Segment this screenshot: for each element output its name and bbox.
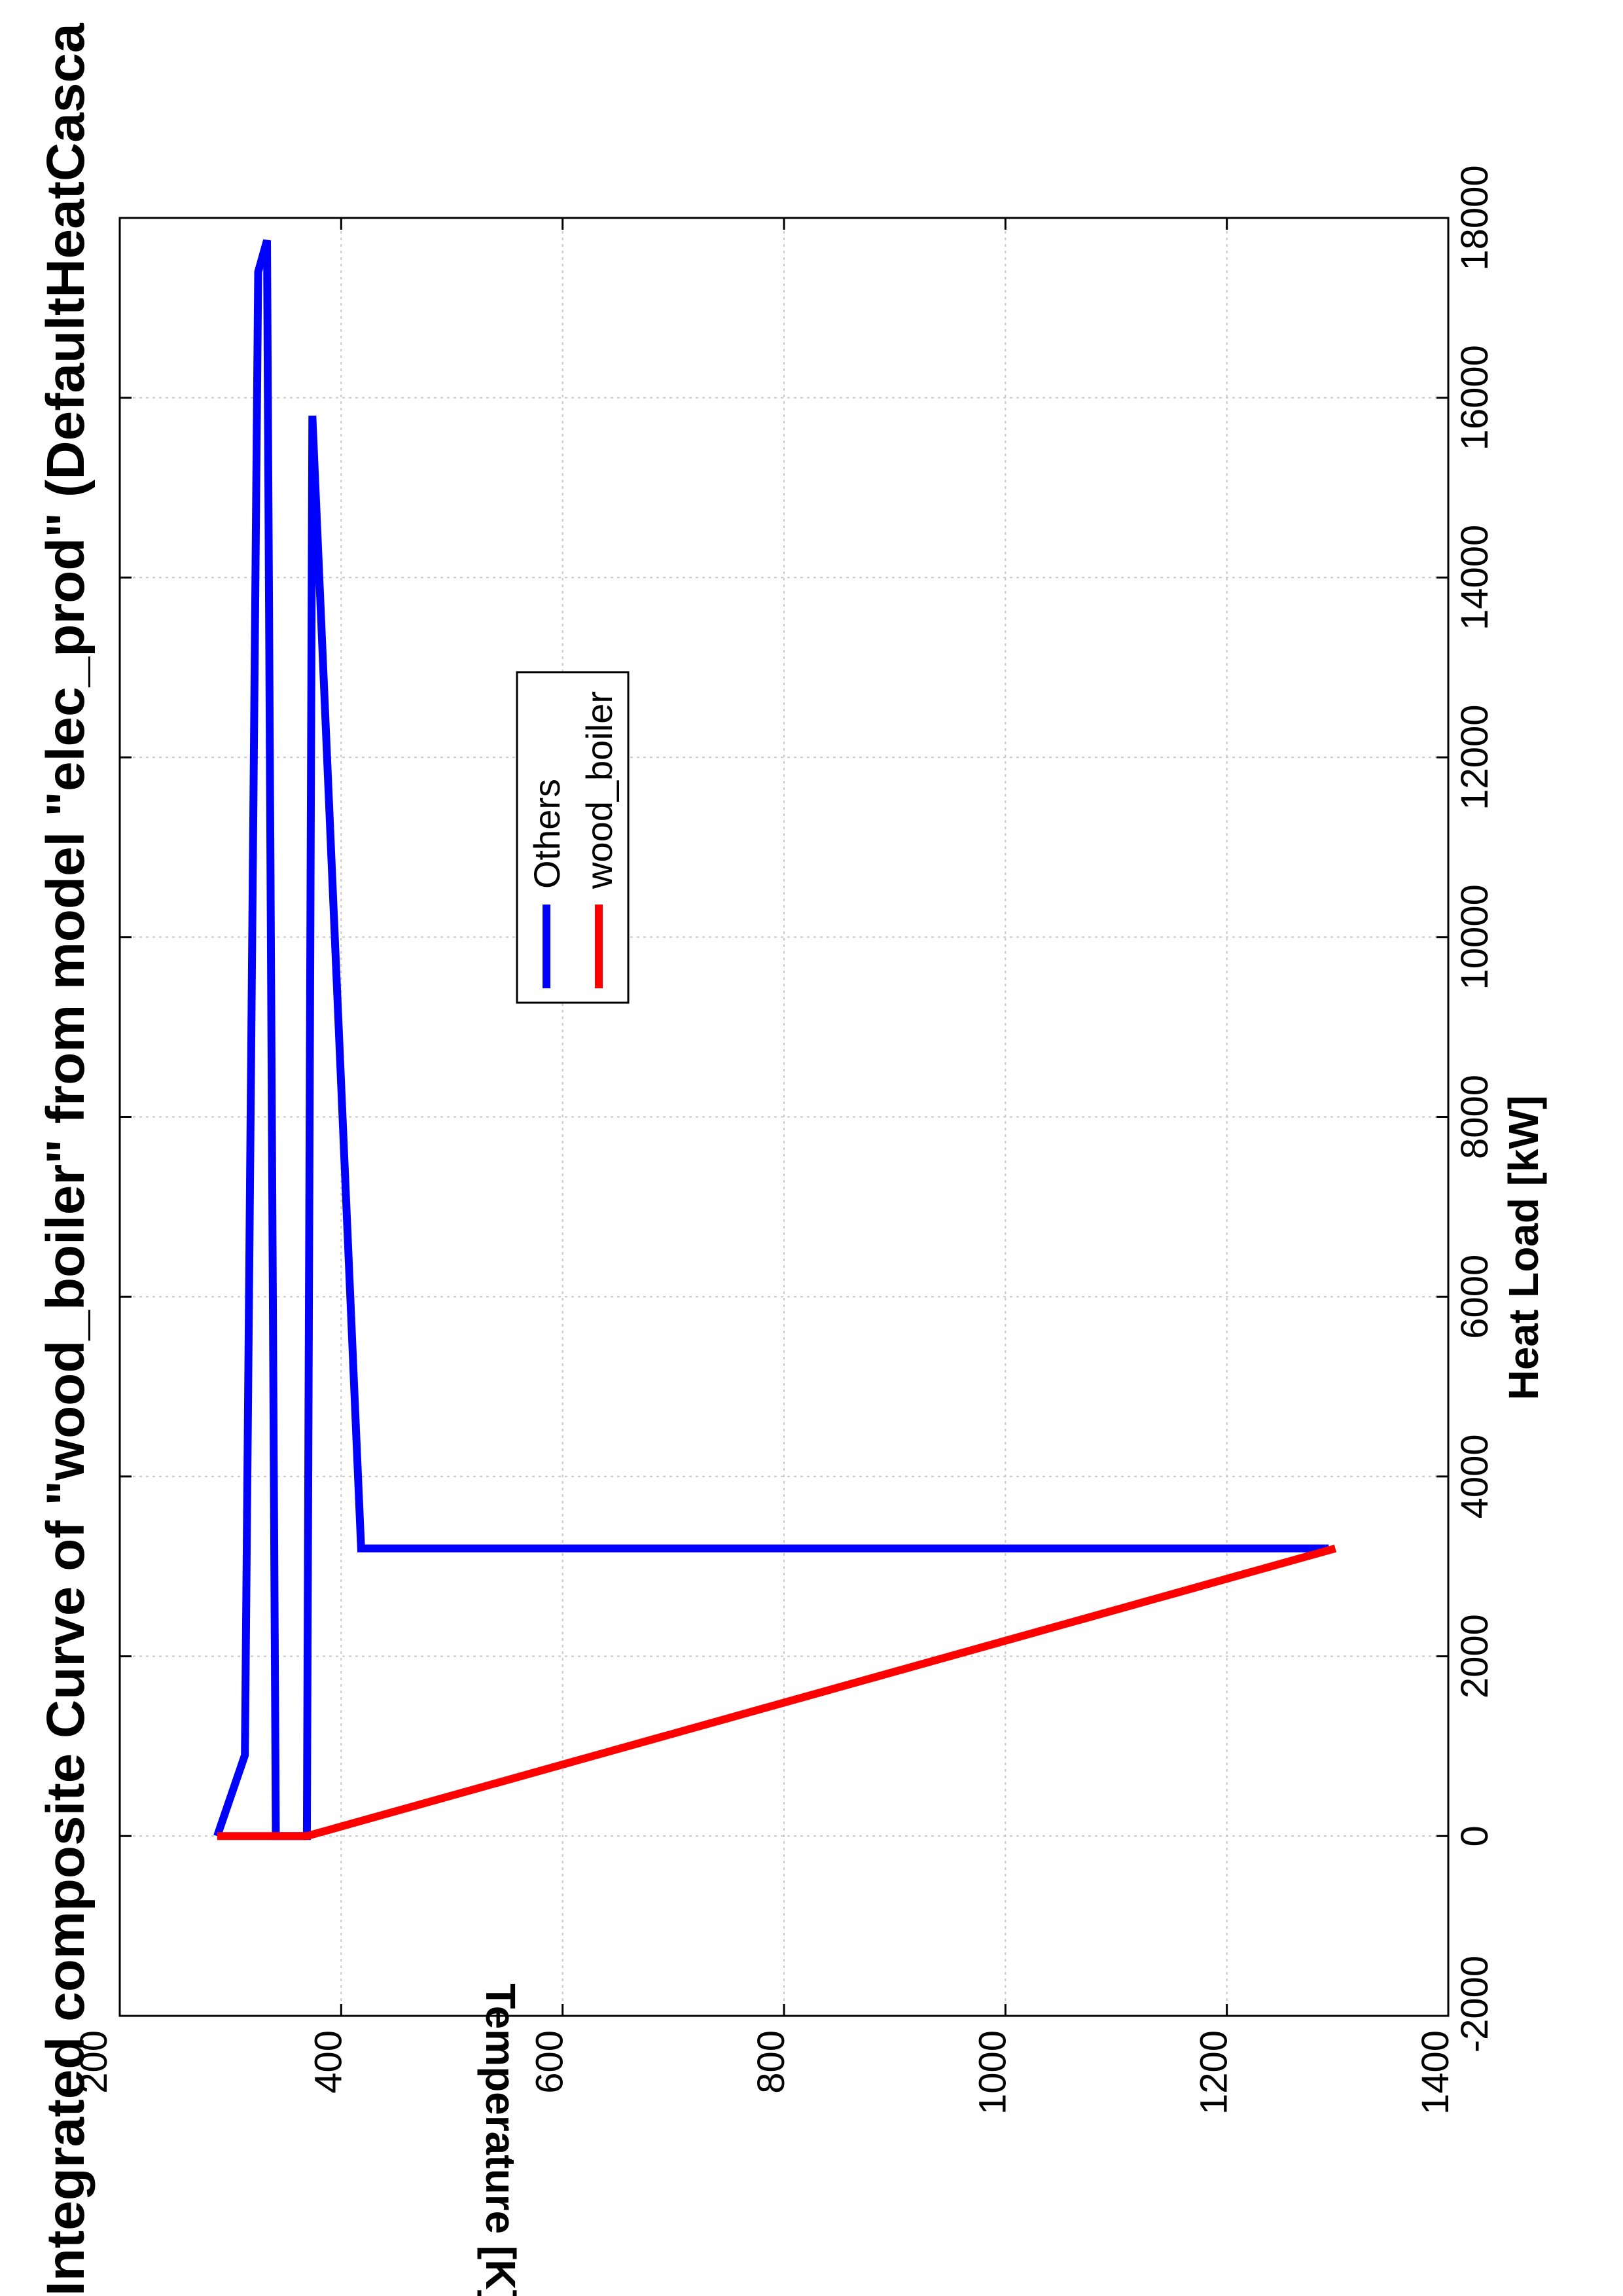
x-tick-label: 16000 [1454, 345, 1496, 450]
x-tick-label: 12000 [1454, 704, 1496, 810]
y-tick-label: 200 [73, 2030, 115, 2094]
plot-area: -2000 0 2000 4000 6000 8000 10000 12000 14000 160… [36, 22, 1547, 2296]
legend-label-wood-boiler: wood_boiler [579, 691, 620, 889]
series-line-wood-boiler [217, 1545, 1337, 1840]
x-tick-label: 2000 [1454, 1614, 1496, 1698]
legend-box [516, 671, 630, 1004]
series-group [213, 239, 1337, 1840]
x-tick-label: 14000 [1454, 525, 1496, 630]
x-tick-label: 18000 [1454, 165, 1496, 270]
y-tick-label: 800 [750, 2030, 793, 2094]
x-tick-label: -2000 [1454, 1956, 1496, 2053]
x-axis-title: Heat Load [kW] [1500, 1096, 1547, 1401]
legend-label-others: Others [526, 779, 567, 889]
y-tick-label: 400 [307, 2030, 349, 2094]
x-tick-label: 10000 [1454, 884, 1496, 990]
tick-marks [118, 217, 1450, 2017]
x-tick-label: 6000 [1454, 1255, 1496, 1339]
y-tick-label: 1200 [1193, 2030, 1236, 2115]
legend: Others wood_boiler [516, 671, 630, 1004]
y-tick-label: 1000 [971, 2030, 1014, 2115]
x-tick-label: 8000 [1454, 1075, 1496, 1159]
y-tick-label: 1400 [1414, 2030, 1457, 2115]
x-tick-label: 0 [1454, 1825, 1496, 1846]
y-tick-label: 600 [529, 2030, 571, 2094]
chart-title: Integrated composite Curve of "wood_boil… [36, 22, 96, 2296]
x-tick-label: 4000 [1454, 1434, 1496, 1518]
y-axis-title: Temperature [K] [477, 1983, 524, 2296]
